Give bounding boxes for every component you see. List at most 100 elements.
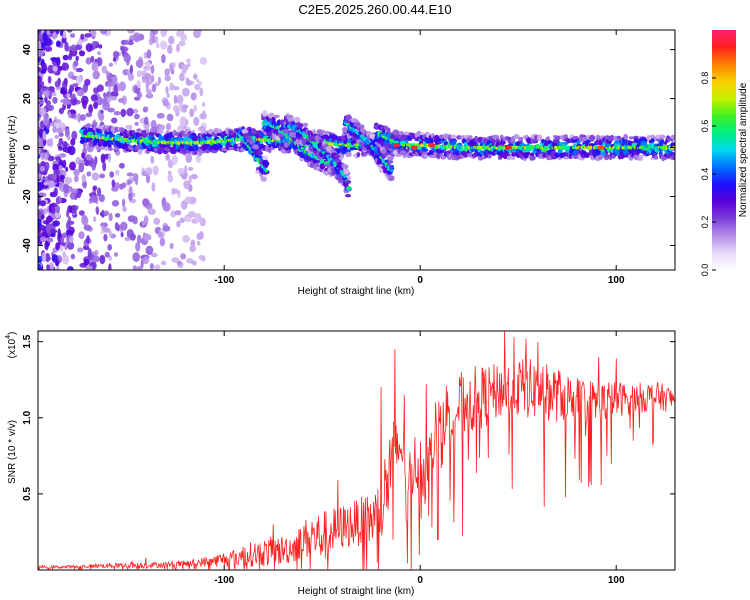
spectrogram-cell	[64, 41, 69, 52]
spectrogram-cell	[67, 266, 74, 270]
spectrogram-y-tick-label: 20	[22, 93, 33, 105]
spectrogram-cell	[262, 161, 270, 167]
spectrogram-cell	[100, 229, 105, 235]
spectrogram-y-tick-label: 0	[22, 144, 33, 150]
spectrogram-cell	[154, 35, 159, 44]
spectrogram-cell	[136, 265, 143, 270]
spectrogram-cell	[187, 62, 191, 67]
spectrogram-cell	[650, 138, 655, 143]
spectrogram-y-axis-label: Frequency (Hz)	[7, 116, 18, 185]
spectrogram-cell	[46, 256, 51, 261]
spectrogram-cell	[48, 105, 52, 112]
spectrogram-cell	[145, 106, 149, 112]
spectrogram-cell	[185, 153, 192, 163]
spectrogram-cell	[48, 262, 54, 270]
spectrogram-cell	[60, 237, 65, 243]
spectrogram-cell	[43, 181, 49, 186]
spectrogram-cell	[69, 84, 74, 93]
spectrogram-cell	[164, 75, 171, 82]
spectrogram-cell	[111, 76, 118, 84]
spectrogram-cell	[333, 154, 341, 159]
spectrogram-cell	[68, 71, 75, 77]
spectrogram-cell	[264, 169, 269, 173]
spectrogram-hot-spot	[428, 142, 436, 148]
spectrogram-cell	[199, 217, 204, 227]
spectrogram-cell	[283, 142, 289, 148]
spectrogram-cell	[122, 206, 127, 213]
spectrogram-cell	[268, 147, 272, 154]
spectrogram-cell	[383, 168, 388, 174]
snr-x-tick-label: 100	[608, 575, 625, 586]
spectrogram-cell	[342, 145, 348, 152]
spectrogram-cell	[43, 89, 50, 98]
spectrogram-cell	[193, 104, 197, 113]
spectrogram-cell	[181, 148, 189, 154]
spectrogram-cell	[381, 149, 387, 154]
snr-plot-area	[38, 331, 675, 570]
spectrogram-cell	[157, 129, 164, 134]
spectrogram-cell	[40, 69, 47, 74]
spectrogram-cell	[69, 236, 74, 243]
spectrogram-cell	[65, 166, 69, 172]
spectrogram-cell	[101, 209, 105, 218]
spectrogram-cell	[55, 156, 61, 161]
spectrogram-cell	[65, 127, 70, 138]
spectrogram-cell	[114, 252, 118, 257]
spectrogram-cell	[137, 149, 143, 153]
spectrogram-cell	[135, 145, 142, 151]
spectrogram-cell	[103, 210, 110, 216]
spectrogram-cell	[52, 220, 60, 227]
spectrogram-axes-ticks: -100 0 100 -40 -20 0 20 40	[22, 30, 675, 286]
snr-y-axis-label: SNR (10 * v/v)	[7, 420, 18, 484]
spectrogram-cell	[132, 216, 138, 225]
spectrogram-x-tick-label: 0	[417, 275, 423, 286]
spectrogram-cell	[40, 224, 45, 231]
spectrogram-cell	[185, 77, 190, 82]
snr-scale-exponent: 4	[5, 335, 12, 339]
spectrogram-cell	[66, 30, 73, 33]
spectrogram-cell	[110, 95, 118, 101]
spectrogram-cell	[659, 134, 666, 140]
spectrogram-cell	[56, 56, 61, 67]
spectrogram-cell	[337, 161, 343, 167]
spectrogram-cell	[639, 154, 644, 161]
spectrogram-cell	[47, 237, 54, 243]
spectrogram-cell	[149, 132, 155, 137]
spectrogram-y-tick-label: 40	[22, 44, 33, 56]
spectrogram-cell	[179, 72, 185, 82]
spectrogram-cell	[166, 113, 174, 122]
spectrogram-cell	[38, 48, 45, 57]
spectrogram-cell	[127, 180, 132, 185]
spectrogram-cell	[132, 32, 141, 43]
spectrogram-frame	[37, 29, 676, 271]
colorbar-tick-label: 0.8	[700, 72, 710, 85]
spectrogram-cell	[400, 134, 407, 140]
spectrogram-cell	[440, 149, 445, 153]
spectrogram-cell	[108, 212, 113, 222]
spectrogram-cell	[186, 58, 191, 63]
spectrogram-cell	[74, 44, 83, 51]
spectrogram-cell	[90, 194, 98, 203]
colorbar-strip	[712, 30, 736, 270]
spectrogram-cell	[135, 59, 144, 69]
spectrogram-cell	[655, 134, 662, 140]
spectrogram-cell	[49, 30, 54, 34]
spectrogram-cell	[129, 64, 133, 75]
spectrogram-cell	[55, 127, 63, 134]
spectrogram-cell	[260, 176, 267, 182]
spectrogram-cell	[171, 257, 180, 263]
spectrogram-cell	[68, 226, 73, 231]
spectrogram-cell	[168, 35, 175, 45]
spectrogram-cell	[111, 117, 118, 124]
spectrogram-cell	[178, 40, 186, 46]
spectrogram-cell	[169, 242, 174, 250]
spectrogram-cell	[216, 143, 223, 149]
spectrogram-cell	[190, 174, 198, 180]
spectrogram-cell	[38, 263, 42, 270]
spectrogram-cell	[112, 50, 120, 58]
spectrogram-cell	[76, 89, 85, 97]
colorbar-label: Normalized spectral amplitude	[738, 82, 749, 217]
spectrogram-cell	[141, 220, 146, 227]
spectrogram-cell	[83, 258, 90, 266]
